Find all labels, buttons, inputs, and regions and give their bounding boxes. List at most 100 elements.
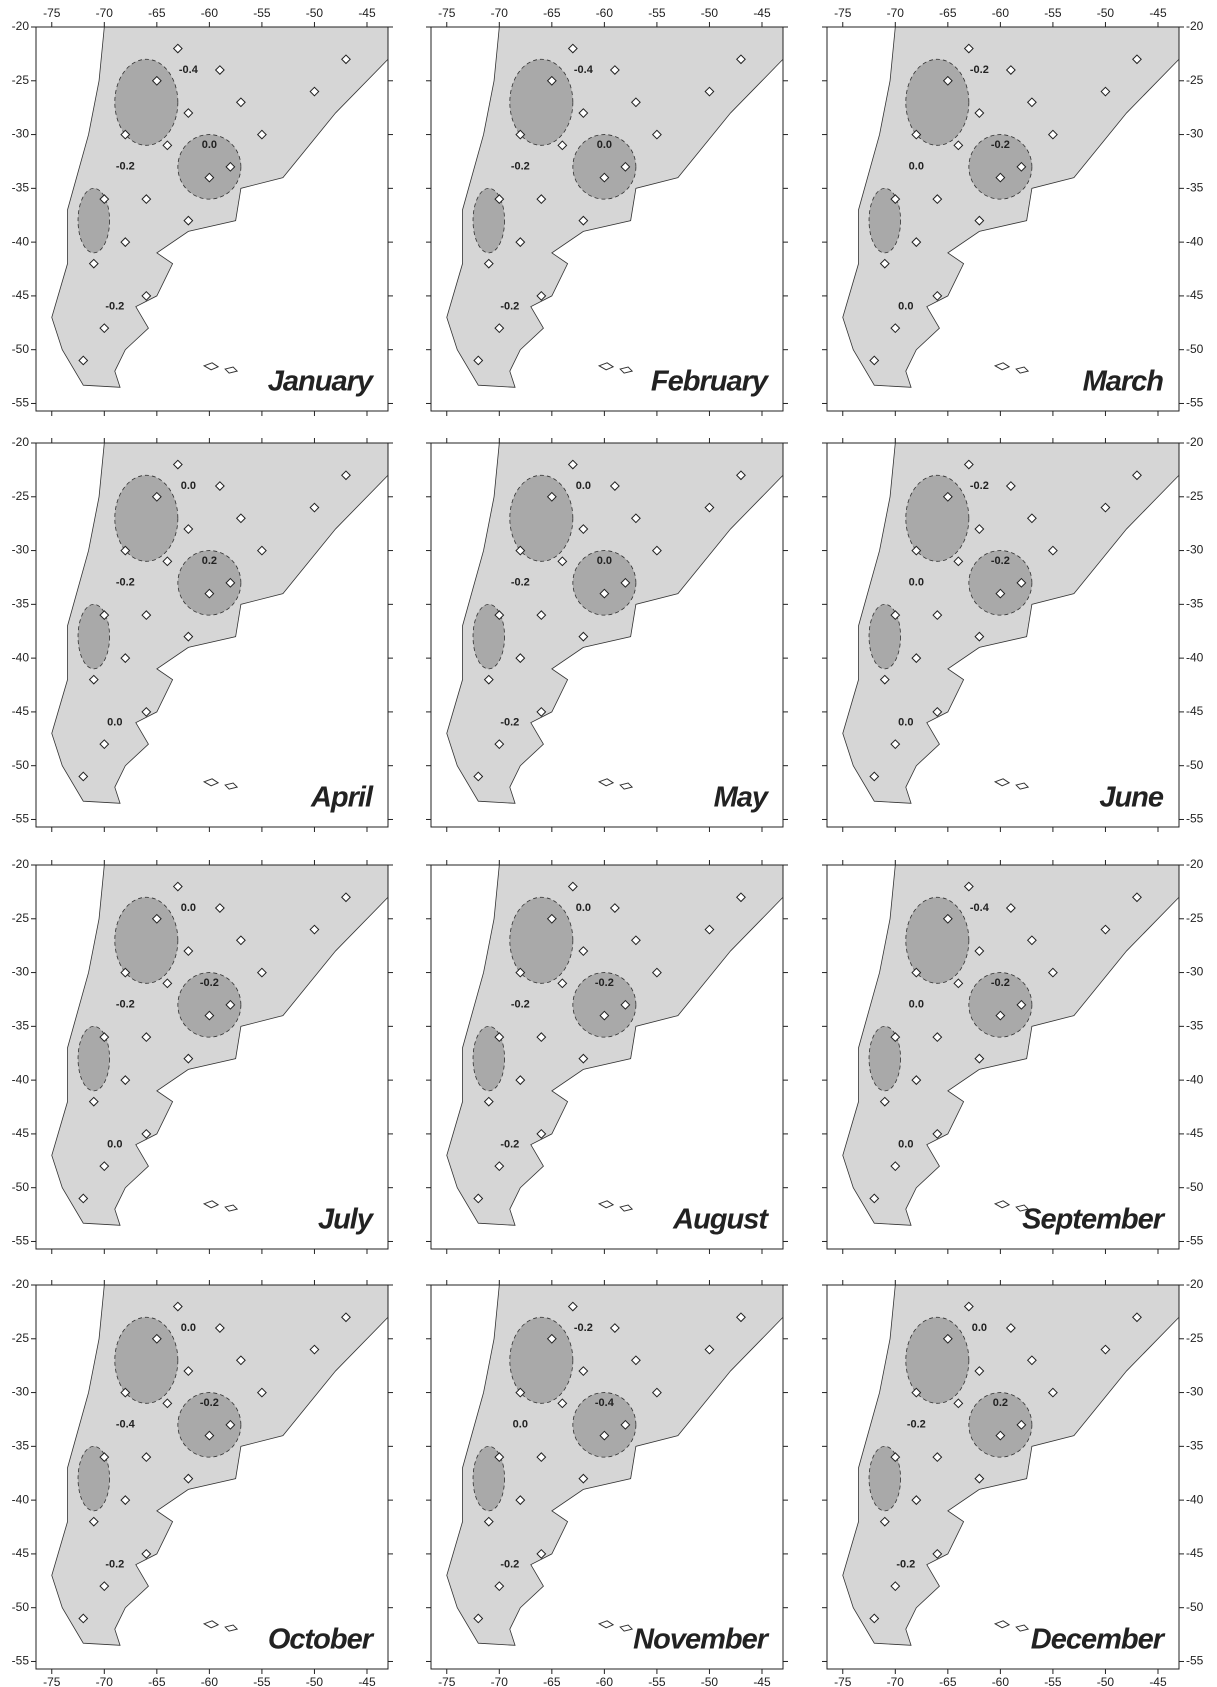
y-tick-label: -35 xyxy=(1186,1019,1204,1033)
station xyxy=(599,1430,610,1441)
islands xyxy=(993,778,1030,790)
y-tick-label: -40 xyxy=(1186,1492,1204,1506)
anomaly-area xyxy=(177,134,242,200)
station xyxy=(1016,577,1027,588)
anomaly-area xyxy=(77,1025,110,1092)
station xyxy=(567,43,578,54)
station xyxy=(214,65,225,75)
x-tick-label: -60 xyxy=(201,6,219,20)
y-tick-label: -30 xyxy=(12,127,30,141)
station xyxy=(494,739,505,750)
station xyxy=(578,108,589,119)
contour-label: -0.4 xyxy=(970,902,990,914)
station xyxy=(235,97,246,108)
station xyxy=(953,978,964,989)
station xyxy=(120,1495,131,1506)
contour-label: 0.0 xyxy=(202,139,217,151)
frame xyxy=(430,442,784,828)
station xyxy=(256,967,267,978)
station xyxy=(546,1333,557,1344)
station xyxy=(151,491,162,502)
map-panel: -0.4 0.0 -0.2 0.0 -20 -25 -30 -35 -40 -45 -50 -55 Se… xyxy=(822,857,1204,1254)
frame xyxy=(35,1284,389,1670)
y-tick-label: -55 xyxy=(1186,396,1204,410)
station xyxy=(974,1366,985,1377)
station xyxy=(651,967,662,978)
station xyxy=(1100,1344,1111,1355)
islands xyxy=(993,362,1030,374)
station xyxy=(141,610,152,621)
x-tick-label: -55 xyxy=(253,6,271,20)
y-tick-label: -35 xyxy=(1186,1439,1204,1453)
month-label: January xyxy=(268,366,375,398)
station xyxy=(911,653,922,664)
station xyxy=(704,86,715,97)
station xyxy=(736,1312,746,1323)
x-tick-label: -60 xyxy=(596,1675,614,1687)
station xyxy=(235,935,246,946)
contour-label: 0.0 xyxy=(597,555,612,567)
x-tick-label: -50 xyxy=(306,1675,324,1687)
station xyxy=(890,194,901,205)
station xyxy=(99,1581,110,1592)
x-tick-label: -60 xyxy=(596,6,614,20)
station xyxy=(557,978,568,989)
station xyxy=(1047,129,1058,140)
y-tick-label: -55 xyxy=(12,1234,30,1248)
station xyxy=(162,1398,173,1409)
frame xyxy=(826,1284,1180,1670)
station xyxy=(183,215,194,226)
y-tick-label: -25 xyxy=(1186,911,1204,925)
anomaly-area xyxy=(77,1445,110,1512)
islands xyxy=(202,778,239,790)
station xyxy=(1005,903,1016,913)
y-tick-label: -55 xyxy=(1186,812,1204,826)
station xyxy=(1100,924,1111,935)
station xyxy=(942,491,953,502)
station xyxy=(183,631,194,642)
station xyxy=(204,1010,215,1021)
contour-label: 0.0 xyxy=(898,1139,913,1151)
station xyxy=(151,1333,162,1344)
contour-label: 0.0 xyxy=(107,717,122,729)
station xyxy=(151,913,162,924)
station xyxy=(473,771,484,782)
anomaly-area xyxy=(968,134,1033,200)
station xyxy=(309,924,320,935)
contour-label: -0.2 xyxy=(200,1397,219,1409)
station xyxy=(879,674,890,685)
month-label: May xyxy=(714,782,770,814)
contour-label: -0.2 xyxy=(991,977,1010,989)
y-tick-label: -45 xyxy=(1186,288,1204,302)
x-tick-label: -55 xyxy=(648,1675,666,1687)
station xyxy=(172,459,183,470)
station xyxy=(141,1452,152,1463)
y-tick-label: -20 xyxy=(1186,19,1204,33)
station xyxy=(609,903,620,913)
station xyxy=(890,739,901,750)
anomaly-area xyxy=(572,550,637,616)
anomaly-area xyxy=(114,58,179,146)
x-tick-label: -50 xyxy=(1097,6,1115,20)
station xyxy=(974,108,985,119)
station xyxy=(494,1032,505,1043)
y-tick-label: -50 xyxy=(12,342,30,356)
station xyxy=(942,1333,953,1344)
contour-label: -0.2 xyxy=(105,301,124,313)
anomaly-area xyxy=(114,1316,179,1404)
y-tick-label: -55 xyxy=(12,1654,30,1668)
x-tick-label: -65 xyxy=(939,6,957,20)
station xyxy=(494,610,505,621)
x-tick-label: -70 xyxy=(887,1675,905,1687)
station xyxy=(214,1323,225,1333)
y-tick-label: -55 xyxy=(12,812,30,826)
station xyxy=(256,1387,267,1398)
y-tick-label: -40 xyxy=(1186,1072,1204,1086)
station xyxy=(890,1032,901,1043)
y-tick-label: -50 xyxy=(1186,1180,1204,1194)
station xyxy=(869,1193,880,1204)
station xyxy=(567,881,578,892)
station xyxy=(120,1075,131,1086)
station xyxy=(1047,967,1058,978)
station xyxy=(162,140,173,151)
